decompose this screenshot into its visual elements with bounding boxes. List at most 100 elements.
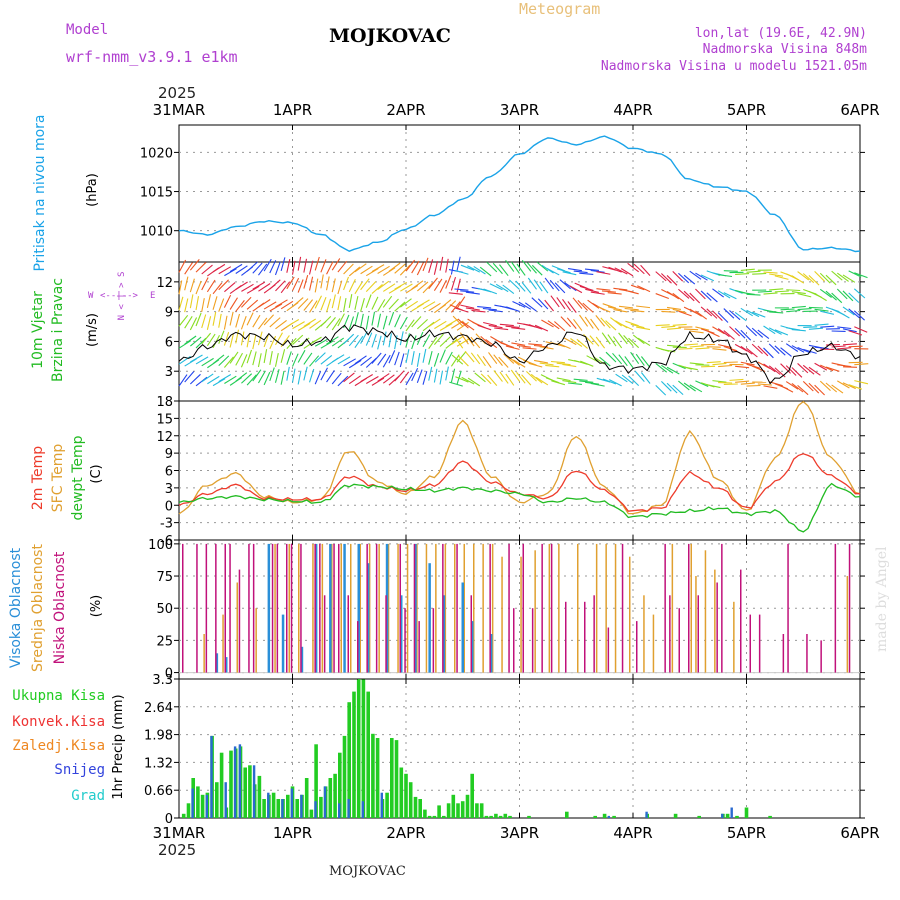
compass-w: W xyxy=(88,291,94,301)
wind-barb xyxy=(360,313,364,328)
cloud-mid-bar xyxy=(255,608,257,673)
wind-barb xyxy=(433,333,444,345)
wind-barb xyxy=(554,321,566,332)
wind-barb xyxy=(848,308,860,319)
precip-total-bar xyxy=(248,765,252,818)
wind-barb xyxy=(695,347,710,350)
precip-total-bar xyxy=(479,803,484,818)
wind-barb xyxy=(630,284,645,291)
wind-barb xyxy=(836,272,849,282)
wind-barb xyxy=(554,282,566,294)
wind-barb xyxy=(476,354,486,367)
wind-barb xyxy=(470,352,481,365)
precip-total-bar xyxy=(295,799,299,818)
wind-barb xyxy=(297,322,311,332)
precip-total-bar xyxy=(215,782,219,818)
compass-ns: N < | > S xyxy=(117,272,127,321)
wind-barb xyxy=(326,276,330,291)
wind-barb xyxy=(560,316,571,328)
wind-barb xyxy=(848,384,863,390)
wind-barb xyxy=(371,283,383,294)
wind-barb xyxy=(377,280,390,290)
wind-barb xyxy=(189,294,194,309)
wind-barb xyxy=(655,363,668,373)
wind-barb xyxy=(661,364,674,374)
wind-barb xyxy=(632,334,645,345)
cloud-mid-bar xyxy=(435,543,437,673)
cloud-low-bar xyxy=(806,634,808,673)
wind-barb xyxy=(746,384,761,387)
cloud-mid-bar xyxy=(695,576,697,673)
wind-barb xyxy=(263,258,272,272)
wind-barb xyxy=(842,366,858,368)
wind-barb xyxy=(819,272,831,284)
wind-barb xyxy=(428,318,441,328)
wind-barb xyxy=(706,361,721,364)
wind-barb xyxy=(757,329,770,340)
wind-barb xyxy=(695,380,709,388)
wind-barb xyxy=(343,276,350,291)
wind-barb xyxy=(195,337,207,349)
cloud-mid-bar xyxy=(397,543,399,673)
wind-barb xyxy=(382,295,393,308)
cloud-low-bar xyxy=(636,621,638,673)
cloud-mid-bar xyxy=(298,543,300,673)
wind-barb xyxy=(331,278,336,293)
precip-snow-bar xyxy=(300,794,303,818)
wind-barb xyxy=(286,258,291,273)
wind-barb xyxy=(522,347,537,350)
cloud-low-bar xyxy=(413,543,416,673)
precip-total-bar xyxy=(418,799,422,818)
precip-total-bar xyxy=(673,813,678,818)
wind-barb xyxy=(562,363,577,368)
wind-barb xyxy=(797,384,809,396)
cloud-mid-label: Srednja Oblacnost xyxy=(30,544,46,672)
time-label: 2APR xyxy=(386,101,425,119)
wind-barb xyxy=(235,281,248,290)
wind-barb xyxy=(229,351,239,364)
wind-barb xyxy=(589,335,600,347)
wind-barb xyxy=(660,273,672,284)
wind-barb xyxy=(505,345,520,350)
cloud-unit: (%) xyxy=(89,595,104,618)
time-label: 4APR xyxy=(613,824,652,842)
wind-barb xyxy=(527,277,537,290)
precip-total-bar xyxy=(432,815,437,818)
pressure-panel: 1010 1015 1020 xyxy=(140,124,865,263)
wind-barb xyxy=(450,368,456,383)
cloud-low-bar xyxy=(290,543,293,673)
precip-total-bar xyxy=(257,775,262,818)
wind-barb xyxy=(661,310,676,313)
wind-barb xyxy=(526,371,537,382)
wind-barb xyxy=(461,376,475,385)
wind-barb xyxy=(551,380,566,386)
wind-barb xyxy=(842,382,856,390)
wind-barb xyxy=(820,325,835,328)
wind-barb xyxy=(218,330,225,344)
wind-barb xyxy=(735,365,750,369)
wind-barb xyxy=(405,300,419,310)
precip-total-bar xyxy=(196,786,200,818)
wind-barb xyxy=(280,370,285,385)
wind-barb xyxy=(257,353,262,368)
wind-barb xyxy=(291,260,296,275)
wind-barb xyxy=(729,326,741,337)
wind-barb xyxy=(717,312,729,323)
time-axis-top: 31MAR 1APR 2APR 3APR 4APR 5APR 6APR xyxy=(153,101,880,119)
wind-barb xyxy=(854,380,869,385)
wind-barb xyxy=(495,283,509,293)
wind-barb xyxy=(235,313,241,328)
wind-barb xyxy=(337,375,349,387)
wind-barb xyxy=(848,292,860,303)
wind-barb xyxy=(797,308,812,311)
wind-barb xyxy=(433,278,443,291)
wind-barb xyxy=(780,347,792,357)
wind-barb xyxy=(201,298,205,313)
wind-barb xyxy=(383,283,396,292)
wind-barb xyxy=(763,325,776,335)
wind-barb xyxy=(712,348,727,351)
wind-barb xyxy=(399,331,404,346)
wind-barb xyxy=(655,293,669,300)
cloud-high-bar xyxy=(267,543,271,673)
precip-total-bar xyxy=(489,815,493,818)
